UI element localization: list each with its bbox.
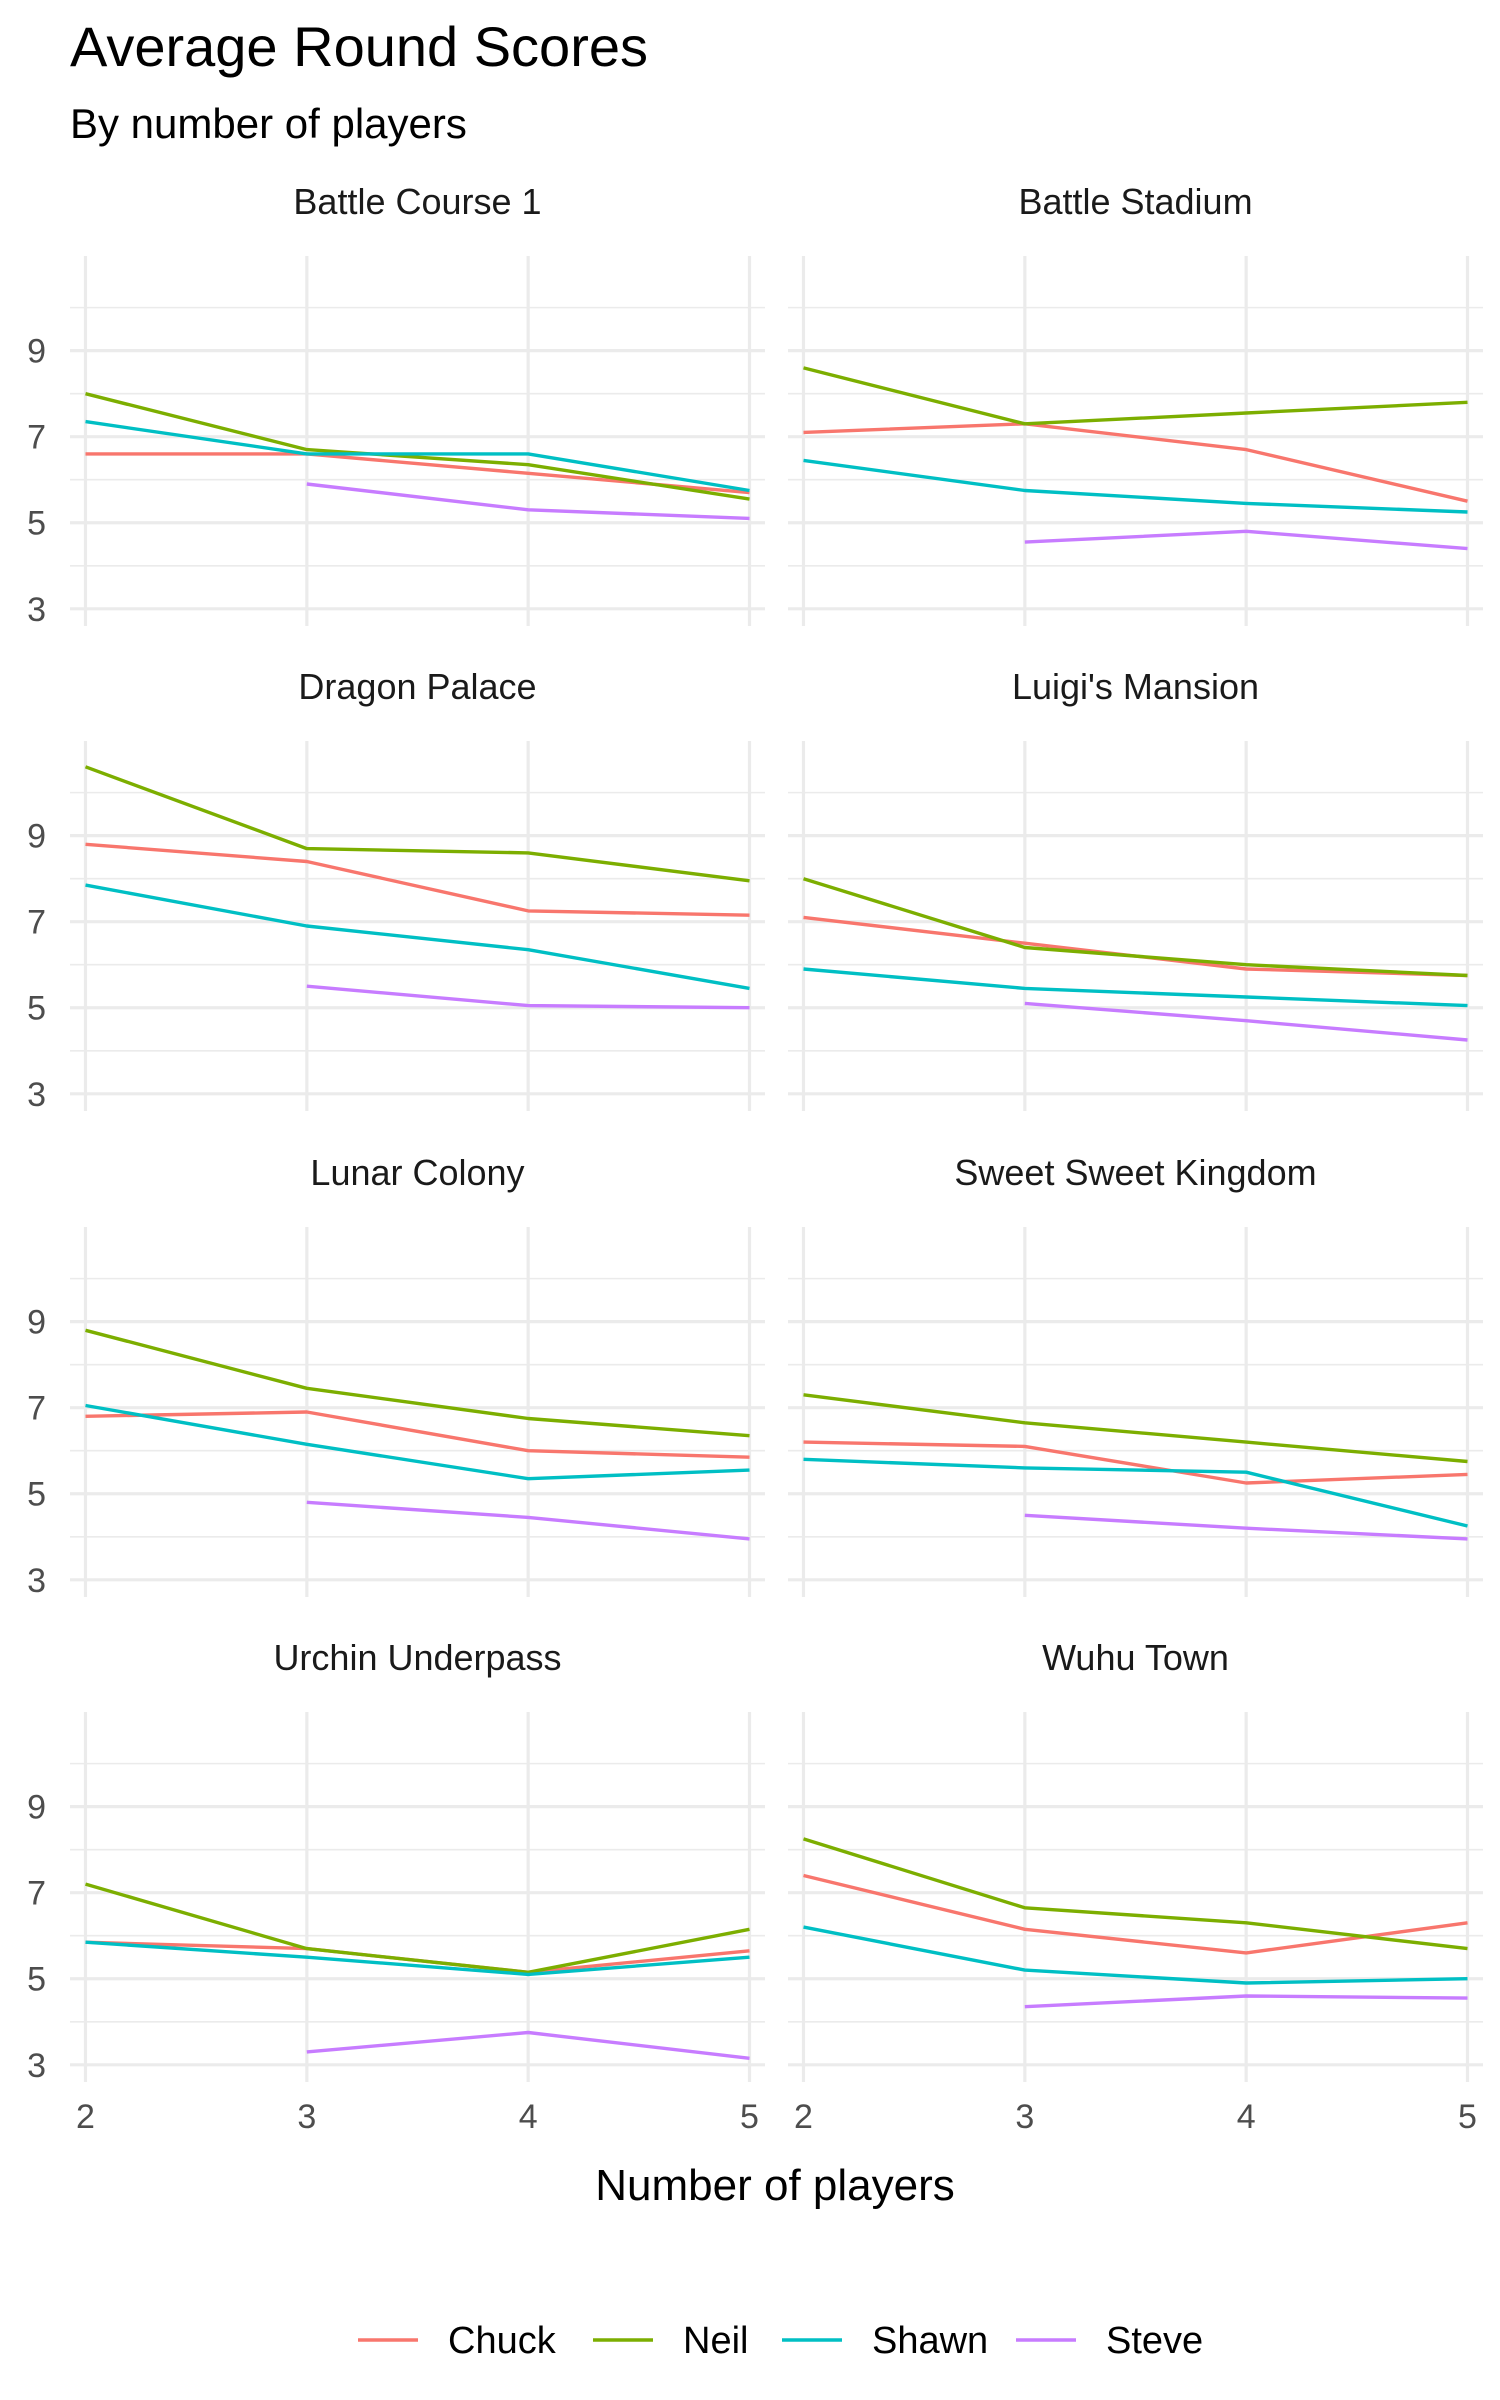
- line-shawn-sweet-sweet-kingdom: [803, 1457, 1468, 1528]
- panel-wuhu-town: Wuhu Town 2 3 4 5: [788, 1637, 1483, 2136]
- panel-title: Luigi's Mansion: [1012, 666, 1259, 707]
- line-neil-sweet-sweet-kingdom: [803, 1393, 1468, 1464]
- line-chuck-battle-stadium: [803, 422, 1468, 503]
- y-tick-label: 3: [27, 591, 46, 629]
- line-chuck-luigi-s-mansion: [803, 915, 1468, 978]
- line-steve-dragon-palace: [306, 984, 750, 1010]
- y-tick-label: 5: [27, 990, 46, 1028]
- panel-luigi-s-mansion: Luigi's Mansion: [788, 666, 1483, 1111]
- line-shawn-battle-course-1: [85, 419, 750, 493]
- line-neil-luigi-s-mansion: [802, 877, 1468, 978]
- x-axis-title: Number of players: [595, 2161, 954, 2210]
- chart-subtitle: By number of players: [70, 100, 467, 147]
- line-neil-battle-course-1: [85, 392, 750, 501]
- legend-label: Chuck: [448, 2320, 557, 2362]
- line-shawn-dragon-palace: [85, 883, 750, 991]
- x-tick-label: 5: [1458, 2098, 1477, 2136]
- x-tick-label: 2: [76, 2098, 95, 2136]
- legend-item-shawn: Shawn: [782, 2320, 988, 2362]
- panel-dragon-palace: Dragon Palace 3 5 7 9: [27, 666, 765, 1114]
- line-steve-battle-course-1: [306, 482, 750, 521]
- panel-title: Sweet Sweet Kingdom: [954, 1152, 1316, 1193]
- panel-title: Urchin Underpass: [273, 1637, 561, 1678]
- line-steve-luigi-s-mansion: [1024, 1001, 1468, 1042]
- legend-item-chuck: Chuck: [358, 2320, 557, 2362]
- y-tick-label: 5: [27, 1961, 46, 1999]
- legend-label: Neil: [683, 2320, 748, 2362]
- x-tick-label: 5: [740, 2098, 759, 2136]
- line-steve-lunar-colony: [306, 1500, 750, 1541]
- x-tick-label: 3: [297, 2098, 316, 2136]
- panel-title: Dragon Palace: [298, 666, 536, 707]
- line-steve-battle-stadium: [1024, 529, 1468, 551]
- line-neil-wuhu-town: [802, 1837, 1468, 1951]
- legend-item-steve: Steve: [1016, 2320, 1203, 2362]
- y-tick-label: 7: [27, 1390, 46, 1428]
- x-tick-label: 3: [1015, 2098, 1034, 2136]
- line-steve-urchin-underpass: [306, 2030, 750, 2060]
- panel-title: Battle Stadium: [1018, 181, 1252, 222]
- line-neil-urchin-underpass: [85, 1882, 750, 1975]
- line-chuck-urchin-underpass: [85, 1940, 750, 1975]
- y-tick-label: 5: [27, 505, 46, 543]
- legend-label: Steve: [1106, 2320, 1203, 2362]
- line-chuck-wuhu-town: [803, 1873, 1468, 1955]
- y-tick-label: 9: [27, 818, 46, 856]
- legend: Chuck Neil Shawn Steve: [358, 2320, 1203, 2362]
- line-shawn-battle-stadium: [803, 458, 1468, 514]
- line-steve-sweet-sweet-kingdom: [1024, 1513, 1468, 1541]
- y-tick-label: 3: [27, 2047, 46, 2085]
- legend-label: Shawn: [872, 2320, 988, 2362]
- line-chuck-dragon-palace: [85, 842, 750, 917]
- y-tick-label: 7: [27, 419, 46, 457]
- line-steve-wuhu-town: [1024, 1994, 1468, 2009]
- line-shawn-wuhu-town: [803, 1925, 1468, 1985]
- line-shawn-luigi-s-mansion: [803, 967, 1468, 1008]
- y-tick-label: 3: [27, 1076, 46, 1114]
- line-neil-battle-stadium: [803, 366, 1468, 426]
- y-tick-label: 9: [27, 333, 46, 371]
- y-tick-label: 9: [27, 1789, 46, 1827]
- y-tick-label: 9: [27, 1304, 46, 1342]
- facet-panels: Battle Course 1 3 5 7 9 Battle Stadium Dragon …: [27, 181, 1483, 2136]
- panel-title: Wuhu Town: [1042, 1637, 1229, 1678]
- line-shawn-lunar-colony: [85, 1403, 750, 1481]
- line-shawn-urchin-underpass: [85, 1940, 750, 1977]
- legend-item-neil: Neil: [593, 2320, 748, 2362]
- line-chuck-sweet-sweet-kingdom: [803, 1440, 1468, 1485]
- x-tick-label: 2: [794, 2098, 813, 2136]
- line-neil-lunar-colony: [85, 1328, 750, 1438]
- line-chuck-lunar-colony: [85, 1410, 750, 1459]
- panel-title: Battle Course 1: [293, 181, 541, 222]
- panel-lunar-colony: Lunar Colony 3 5 7 9: [27, 1152, 765, 1600]
- line-neil-dragon-palace: [84, 765, 750, 883]
- y-tick-label: 7: [27, 1875, 46, 1913]
- panel-title: Lunar Colony: [310, 1152, 524, 1193]
- panel-battle-stadium: Battle Stadium: [788, 181, 1483, 626]
- x-tick-label: 4: [519, 2098, 538, 2136]
- y-tick-label: 5: [27, 1476, 46, 1514]
- panel-battle-course-1: Battle Course 1 3 5 7 9: [27, 181, 765, 629]
- y-tick-label: 7: [27, 904, 46, 942]
- y-tick-label: 3: [27, 1562, 46, 1600]
- chart-title: Average Round Scores: [70, 15, 648, 78]
- x-tick-label: 4: [1237, 2098, 1256, 2136]
- panel-sweet-sweet-kingdom: Sweet Sweet Kingdom: [788, 1152, 1483, 1597]
